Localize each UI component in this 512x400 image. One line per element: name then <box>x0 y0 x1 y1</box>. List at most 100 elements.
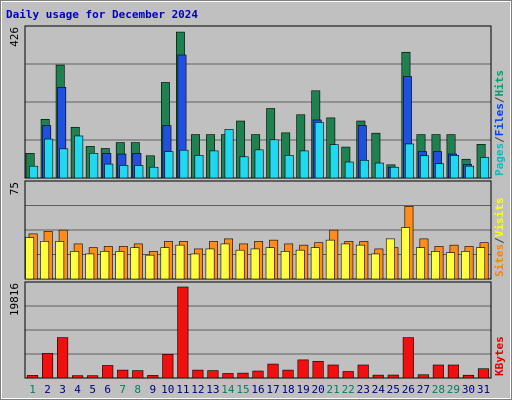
bar-kbytes <box>372 374 384 379</box>
bar-sites <box>310 247 320 280</box>
bar-sites <box>205 248 215 280</box>
bar-sites <box>55 241 65 280</box>
bar-kbytes <box>41 353 54 379</box>
bar-pages <box>134 165 144 179</box>
x-tick-label: 27 <box>417 383 430 396</box>
bar-pages <box>480 157 490 179</box>
legend-entry: Pages <box>493 143 506 176</box>
bar-sites <box>190 253 200 280</box>
bar-pages <box>329 144 339 179</box>
bar-pages <box>405 143 414 179</box>
bar-sites <box>370 253 380 280</box>
bar-kbytes <box>327 364 339 379</box>
bar-kbytes <box>267 363 279 379</box>
x-tick-label: 4 <box>74 383 81 396</box>
legend-entry: / <box>493 237 506 244</box>
bar-kbytes <box>117 369 129 379</box>
bar-pages <box>389 166 399 179</box>
bar-pages <box>359 159 369 179</box>
x-tick-label: 29 <box>447 383 460 396</box>
bar-pages <box>239 156 249 179</box>
x-tick-label: 3 <box>59 383 66 396</box>
bar-pages <box>420 155 429 179</box>
bar-pages <box>149 166 159 179</box>
bars-visits-sites <box>25 206 489 280</box>
bar-kbytes <box>177 286 189 379</box>
bar-kbytes <box>57 337 69 379</box>
bar-sites <box>40 241 50 280</box>
bar-kbytes <box>26 375 39 379</box>
bar-sites <box>295 249 305 280</box>
x-tick-label: 30 <box>462 383 475 396</box>
bar-sites <box>265 247 275 280</box>
panels-layer: 426Pages/Files/Hits75Sites/Visits19816KB… <box>8 25 506 379</box>
x-tick-label: 23 <box>357 383 370 396</box>
x-axis: 1 2 3 4 5 6 7 8 9 10 11 12 13 14 15 16 17 18 19 20 21 22 23 24 2… <box>29 383 490 396</box>
bar-sites <box>160 247 170 280</box>
panel-visits-sites: 75 Sites/Visits <box>8 180 506 280</box>
x-tick-label: 20 <box>312 383 325 396</box>
legend-entry: Files <box>493 103 506 136</box>
legend-kbytes: KBytes <box>493 336 506 376</box>
x-tick-label: 18 <box>281 383 294 396</box>
x-tick-label: 5 <box>89 383 96 396</box>
bar-kbytes <box>477 368 490 379</box>
x-tick-label: 31 <box>477 383 490 396</box>
x-tick-label: 16 <box>251 383 264 396</box>
bar-pages <box>104 163 114 179</box>
chart-title: Daily usage for December 2024 <box>6 8 198 21</box>
legend-entry: Hits <box>493 70 506 97</box>
bar-sites <box>115 251 125 280</box>
bar-kbytes <box>252 370 264 379</box>
bar-sites <box>385 238 395 280</box>
legend-entry: / <box>493 96 506 103</box>
bar-pages <box>44 138 54 179</box>
bar-kbytes <box>462 374 475 379</box>
bar-sites <box>476 247 486 280</box>
bar-kbytes <box>162 354 174 379</box>
bar-pages <box>74 135 84 179</box>
x-tick-label: 17 <box>266 383 279 396</box>
bar-kbytes <box>237 372 249 379</box>
x-tick-label: 6 <box>104 383 111 396</box>
x-tick-label: 19 <box>296 383 309 396</box>
x-tick-label: 11 <box>176 383 189 396</box>
bar-pages <box>59 148 69 179</box>
y-max-label: 19816 <box>8 283 21 316</box>
bar-pages <box>435 163 444 179</box>
bar-kbytes <box>87 375 99 379</box>
bar-kbytes <box>447 364 459 379</box>
bar-sites <box>175 244 185 280</box>
legend-entry: KBytes <box>493 336 506 376</box>
bar-sites <box>145 254 155 280</box>
bar-kbytes <box>342 371 354 379</box>
bar-kbytes <box>387 374 399 379</box>
bar-pages <box>450 155 459 179</box>
bar-sites <box>446 252 455 280</box>
bar-kbytes <box>312 360 324 379</box>
bar-sites <box>355 244 365 280</box>
x-tick-label: 24 <box>372 383 386 396</box>
bar-sites <box>431 251 440 280</box>
bars-hits-files-pages <box>25 31 490 179</box>
x-tick-label: 28 <box>432 383 445 396</box>
x-tick-label: 2 <box>44 383 51 396</box>
bar-pages <box>119 165 129 179</box>
bar-sites <box>280 251 290 280</box>
bar-kbytes <box>402 337 414 379</box>
legend-entry: Sites <box>493 244 506 277</box>
legend-entry: Visits <box>493 198 506 238</box>
bar-sites <box>461 251 471 280</box>
bar-sites <box>325 239 335 280</box>
bar-kbytes <box>417 374 429 379</box>
x-tick-label: 25 <box>387 383 400 396</box>
bar-kbytes <box>132 370 144 379</box>
bar-kbytes <box>297 359 309 379</box>
bar-sites <box>70 251 80 280</box>
bar-pages <box>254 149 264 179</box>
x-tick-label: 13 <box>206 383 219 396</box>
bar-pages <box>299 150 309 179</box>
